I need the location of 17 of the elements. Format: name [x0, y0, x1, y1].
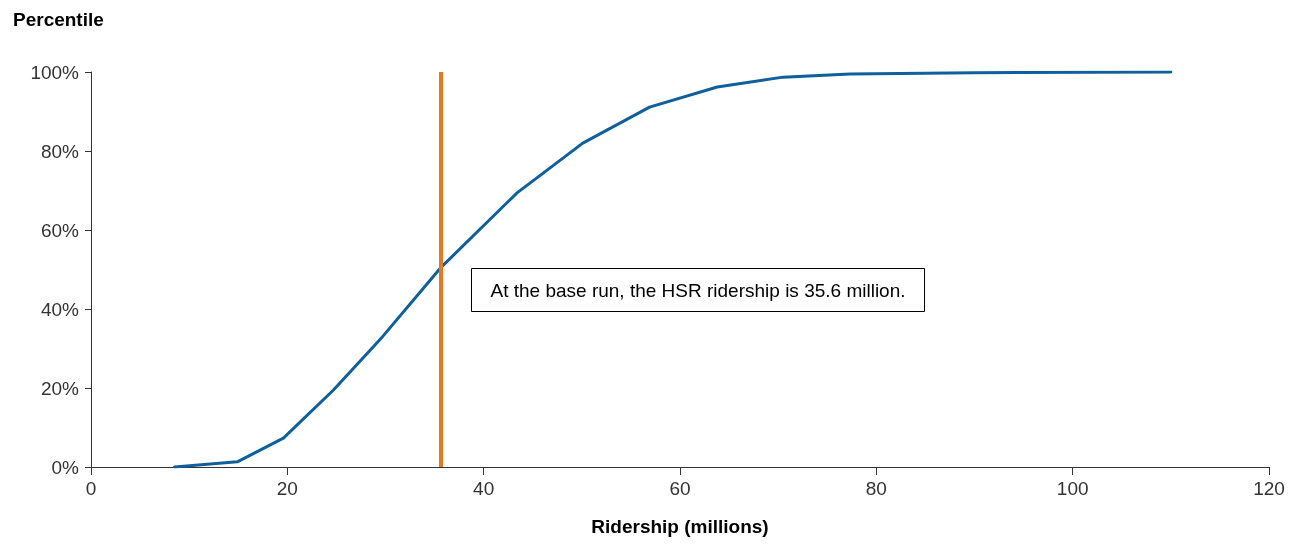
x-tick-label: 40: [473, 478, 495, 499]
x-tick-label: 0: [85, 478, 97, 499]
x-tick-label: 80: [865, 478, 887, 499]
x-tick-label: 20: [276, 478, 298, 499]
x-axis-title: Ridership (millions): [591, 516, 769, 537]
x-tick-label: 60: [669, 478, 691, 499]
y-tick-label: 100%: [30, 61, 80, 83]
annotation: At the base run, the HSR ridership is 35.6 million.: [490, 279, 906, 301]
y-tick-label: 0%: [51, 456, 80, 478]
y-tick-label: 20%: [40, 377, 80, 399]
y-axis-title: Percentile: [13, 9, 104, 30]
y-tick-label: 60%: [40, 219, 80, 241]
x-tick-label: 120: [1253, 478, 1285, 499]
y-tick-label: 80%: [40, 140, 80, 162]
x-tick-label: 100: [1056, 478, 1089, 499]
y-tick-label: 40%: [40, 298, 80, 320]
line-series: [172, 70, 1173, 469]
